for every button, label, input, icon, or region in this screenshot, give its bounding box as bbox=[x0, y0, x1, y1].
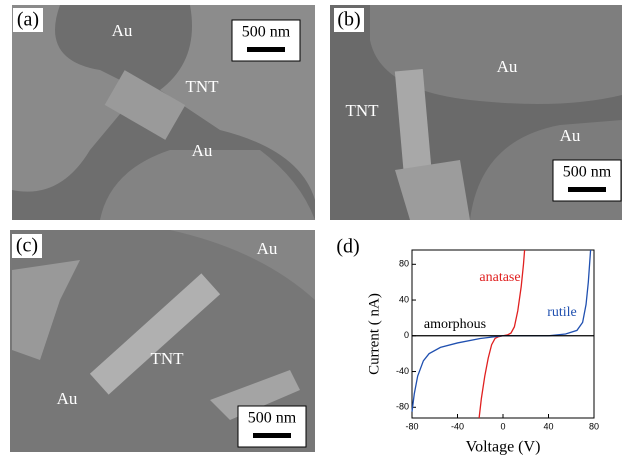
image-label: TNT bbox=[345, 101, 379, 120]
image-label: Au bbox=[497, 57, 518, 76]
image-label: Au bbox=[57, 389, 78, 408]
image-label: Au bbox=[112, 21, 133, 40]
x-axis-label: Voltage (V) bbox=[466, 439, 541, 456]
x-tick-label: -40 bbox=[451, 421, 464, 431]
scale-bar bbox=[247, 47, 285, 52]
y-tick-label: 80 bbox=[399, 259, 409, 269]
series-label: anatase bbox=[479, 270, 520, 285]
panel-label: (b) bbox=[337, 9, 360, 31]
scale-bar bbox=[253, 433, 291, 438]
figure: (a) Au TNT Au 500 nm (b) Au TNT Au 500 nm (c) Au TNT… bbox=[0, 0, 631, 463]
scale-bar-label: 500 nm bbox=[242, 24, 291, 41]
scale-bar bbox=[568, 187, 606, 192]
x-tick-label: 40 bbox=[543, 421, 553, 431]
x-tick-label: -80 bbox=[405, 421, 418, 431]
image-label: Au bbox=[192, 141, 213, 160]
image-label: TNT bbox=[185, 77, 219, 96]
y-tick-label: 40 bbox=[399, 294, 409, 304]
scale-bar-label: 500 nm bbox=[563, 164, 612, 181]
series-label: amorphous bbox=[424, 317, 486, 332]
scale-bar-label: 500 nm bbox=[248, 410, 297, 427]
y-axis-label: Current ( nA) bbox=[366, 293, 382, 375]
y-tick-label: -80 bbox=[396, 402, 409, 412]
y-tick-label: -40 bbox=[396, 366, 409, 376]
image-label: Au bbox=[257, 239, 278, 258]
panel-label: (d) bbox=[336, 236, 359, 258]
panel-label: (c) bbox=[16, 235, 38, 257]
image-label: Au bbox=[560, 126, 581, 145]
image-label: TNT bbox=[150, 349, 184, 368]
y-tick-label: 0 bbox=[404, 330, 409, 340]
x-tick-label: 80 bbox=[589, 421, 599, 431]
series-label: rutile bbox=[547, 305, 577, 320]
x-tick-label: 0 bbox=[500, 421, 505, 431]
panel-label: (a) bbox=[17, 9, 39, 31]
